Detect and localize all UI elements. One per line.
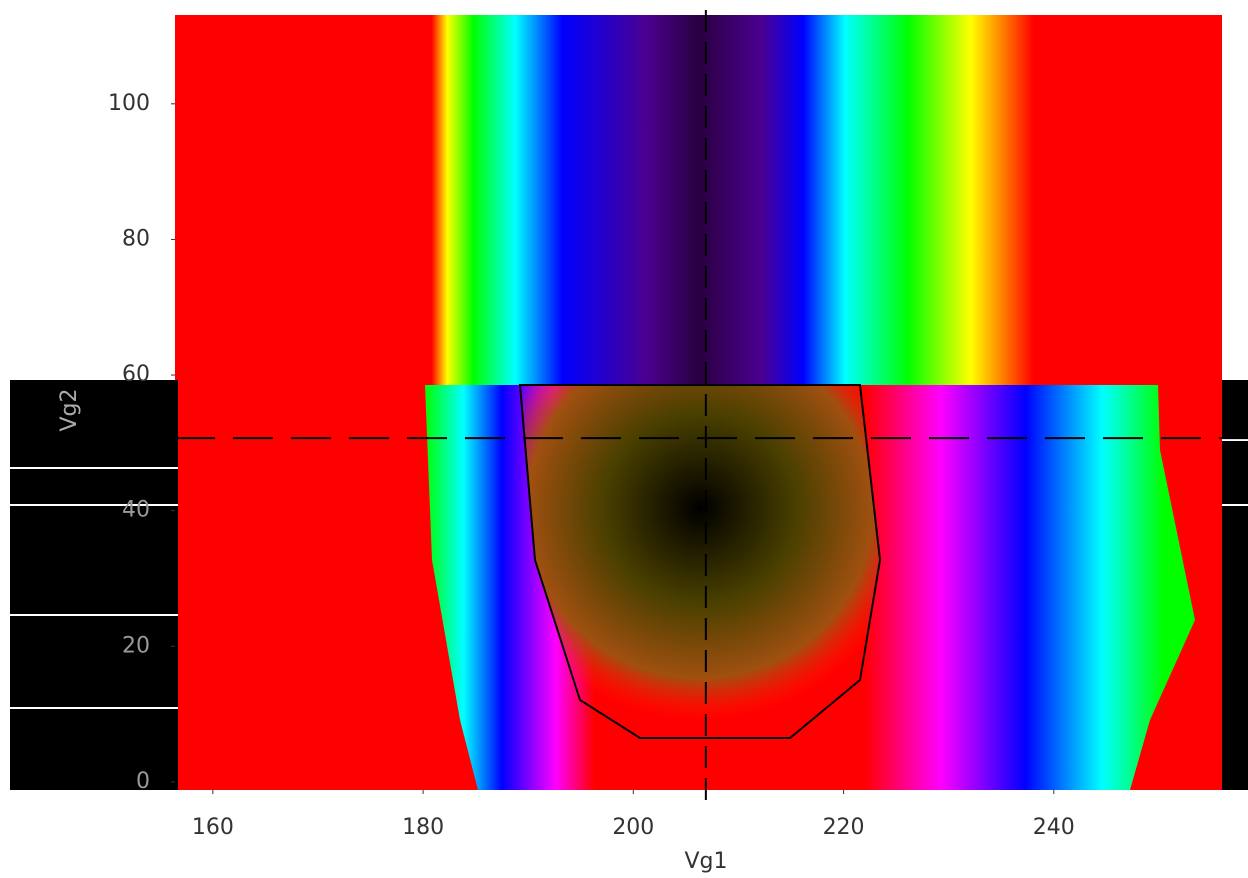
y-tick-label: 0 bbox=[136, 769, 150, 794]
y-tick-label: 40 bbox=[122, 498, 150, 523]
side-lines bbox=[10, 439, 1248, 709]
y-tick-label: 80 bbox=[122, 226, 150, 251]
y-tick-label: 60 bbox=[122, 362, 150, 387]
y-tick-label: 100 bbox=[108, 91, 150, 116]
x-tick-label: 200 bbox=[612, 815, 654, 840]
x-tick-label: 160 bbox=[192, 815, 234, 840]
heatmap bbox=[175, 15, 1222, 790]
heatmap-upper bbox=[175, 15, 1222, 385]
y-axis-title: Vg2 bbox=[57, 388, 82, 431]
y-tick-label: 20 bbox=[122, 633, 150, 658]
heatmap-core bbox=[518, 384, 882, 739]
x-axis-title: Vg1 bbox=[684, 849, 727, 874]
x-tick-label: 240 bbox=[1033, 815, 1075, 840]
side-panel-left bbox=[10, 380, 178, 790]
x-tick-label: 220 bbox=[823, 815, 865, 840]
x-tick-label: 180 bbox=[402, 815, 444, 840]
side-panel-right bbox=[1222, 380, 1248, 790]
